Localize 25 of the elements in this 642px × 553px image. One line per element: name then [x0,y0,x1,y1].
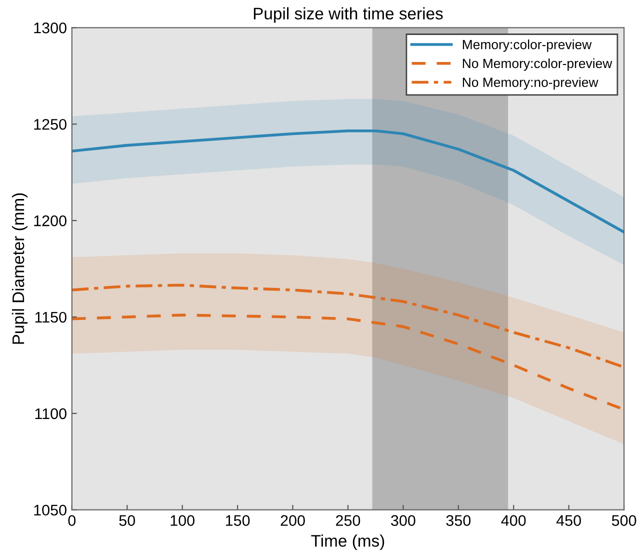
y-tick-label: 1050 [34,504,66,516]
legend-label: Memory:color-preview [462,40,592,52]
y-tick-label: 1150 [35,312,66,323]
legend-label: No Memory:color-preview [462,58,612,71]
x-tick-label: 150 [226,515,250,526]
y-tick-label: 1250 [34,118,66,130]
chart-title: Pupil size with time series [254,7,443,23]
x-axis-title: Time (ms) [311,534,384,550]
y-tick-label: 1200 [34,215,66,226]
x-tick-label: 350 [446,515,471,526]
x-tick-label: 400 [501,515,526,526]
y-tick-label: 1300 [34,22,66,34]
x-tick-label: 100 [170,515,194,526]
line-series [72,284,624,369]
y-axis-title: Pupil Diameter (mm) [12,193,28,344]
x-tick-label: 500 [612,515,636,526]
y-tick-label: 1100 [35,408,66,420]
x-tick-label: 50 [119,515,136,526]
line-series [72,129,624,234]
x-tick-label: 250 [336,515,360,526]
x-tick-label: 450 [556,515,581,526]
legend-label: No Memory:no-preview [462,77,598,90]
x-tick-label: 200 [280,515,305,526]
x-tick-label: 0 [68,515,76,526]
x-tick-label: 300 [391,515,416,526]
